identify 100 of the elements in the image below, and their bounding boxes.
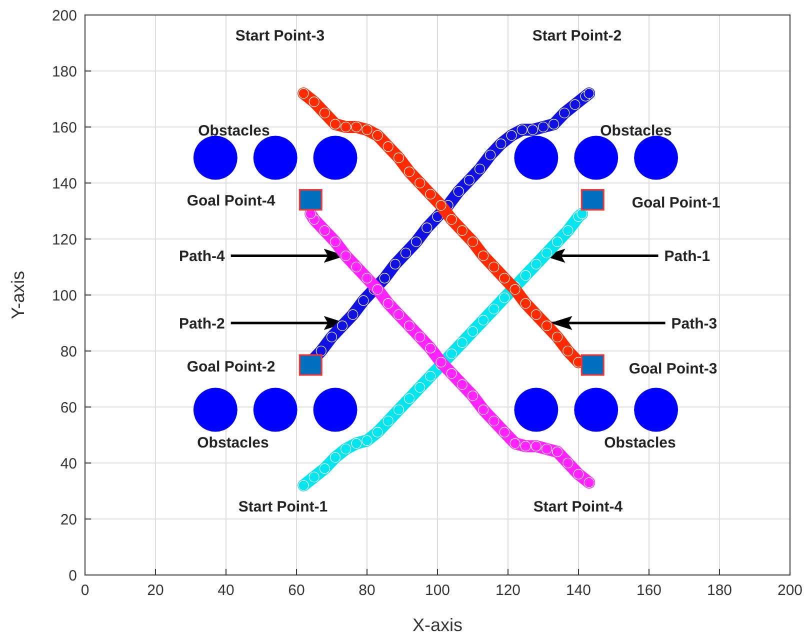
point <box>411 236 422 248</box>
y-tick-label: 80 <box>60 343 77 360</box>
point <box>326 332 338 342</box>
point <box>414 382 426 393</box>
point <box>520 270 531 281</box>
x-tick-label: 200 <box>777 582 803 599</box>
point <box>390 258 400 270</box>
point <box>516 124 528 136</box>
x-axis-title: X-axis <box>412 615 463 635</box>
point <box>574 388 618 432</box>
point <box>400 248 412 258</box>
point <box>562 458 574 468</box>
x-tick-label: 40 <box>218 582 234 599</box>
point <box>467 236 478 248</box>
point <box>348 309 358 320</box>
point <box>527 124 538 136</box>
point <box>530 440 542 452</box>
point <box>319 108 330 118</box>
point <box>425 370 436 382</box>
point <box>313 136 358 180</box>
y-tick-label: 180 <box>52 63 77 80</box>
y-tick-label: 100 <box>52 287 77 304</box>
annotation: Path-3 <box>671 315 718 332</box>
point <box>541 444 552 454</box>
point <box>404 393 415 404</box>
point <box>485 150 496 160</box>
y-tick-label: 140 <box>52 175 77 192</box>
point <box>319 225 330 236</box>
y-tick-label: 200 <box>52 7 77 24</box>
point <box>372 426 383 438</box>
point <box>316 346 326 356</box>
point <box>474 164 486 174</box>
point <box>362 124 372 136</box>
point <box>298 88 309 99</box>
point <box>436 356 446 368</box>
point <box>330 118 341 130</box>
point <box>414 178 426 188</box>
point <box>330 452 341 463</box>
point <box>576 208 588 220</box>
point <box>404 166 415 178</box>
point <box>319 463 330 474</box>
y-tick-label: 40 <box>60 455 77 472</box>
annotation: Goal Point-4 <box>186 192 276 210</box>
point <box>574 136 618 180</box>
point <box>552 446 563 458</box>
x-tick-label: 60 <box>288 582 305 599</box>
annotation: Start Point-1 <box>238 498 328 516</box>
point <box>298 480 309 491</box>
x-tick-label: 180 <box>706 582 732 599</box>
point <box>393 404 404 416</box>
point <box>340 444 352 454</box>
point <box>541 320 552 332</box>
x-tick-label: 100 <box>424 582 450 599</box>
point <box>453 186 464 197</box>
point <box>467 326 478 337</box>
point <box>467 390 478 402</box>
point <box>253 388 298 432</box>
point <box>488 304 500 314</box>
y-tick-label: 0 <box>68 567 77 584</box>
point <box>499 426 510 438</box>
point <box>552 236 563 248</box>
point <box>298 189 322 211</box>
point <box>499 292 510 304</box>
point <box>253 136 298 180</box>
point <box>193 388 238 432</box>
point <box>510 438 520 449</box>
point <box>580 354 604 376</box>
x-tick-label: 160 <box>636 582 662 599</box>
point <box>570 99 580 110</box>
point <box>530 309 542 320</box>
point <box>313 388 358 432</box>
annotation: Path-4 <box>179 248 226 266</box>
point <box>456 379 468 390</box>
point <box>559 108 570 118</box>
y-tick-label: 120 <box>52 231 77 248</box>
x-tick-label: 80 <box>358 582 376 599</box>
point <box>362 435 372 446</box>
y-tick-label: 160 <box>52 119 77 136</box>
annotation: Path-2 <box>179 315 225 332</box>
point <box>520 298 531 309</box>
point <box>393 309 404 320</box>
point <box>514 388 558 432</box>
point <box>436 200 446 211</box>
annotation: Start Point-4 <box>533 498 624 516</box>
point <box>308 96 320 108</box>
point <box>548 118 560 130</box>
point <box>510 284 520 295</box>
point <box>456 337 468 348</box>
point <box>478 404 489 416</box>
annotation: Obstacles <box>604 434 676 452</box>
point <box>580 189 604 211</box>
point <box>634 136 678 180</box>
annotation: Goal Point-3 <box>628 360 718 378</box>
point <box>422 222 432 234</box>
point <box>456 225 468 236</box>
point <box>362 272 372 284</box>
point <box>446 214 457 225</box>
point <box>382 298 394 309</box>
point <box>634 388 678 432</box>
annotation: Start Point-2 <box>532 27 622 44</box>
